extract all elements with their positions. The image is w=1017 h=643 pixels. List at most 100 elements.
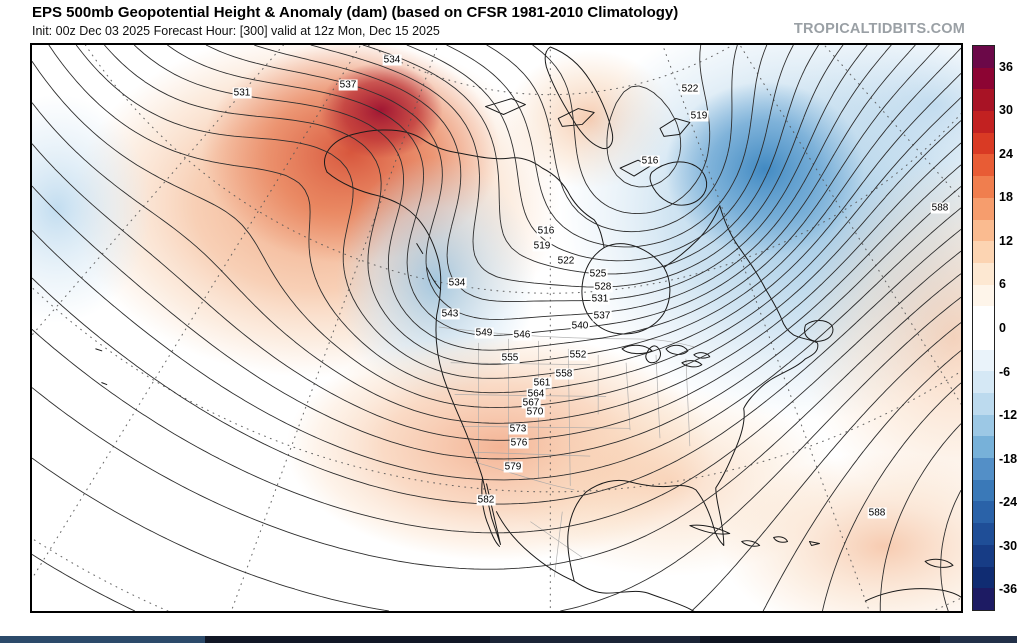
colorbar-segment-0	[973, 46, 994, 68]
colorbar-tick-18: 18	[999, 190, 1013, 205]
contour-label-573: 573	[508, 423, 528, 435]
init-forecast-valid-line: Init: 00z Dec 03 2025 Forecast Hour: [30…	[32, 24, 440, 38]
contour-label-537: 537	[338, 79, 358, 91]
contour-label-558: 558	[554, 368, 574, 380]
colorbar-tick--18: -18	[999, 451, 1017, 466]
contour-561	[32, 102, 961, 424]
colorbar-segment-24	[973, 566, 994, 589]
contour-label-531: 531	[232, 87, 252, 99]
contour-label-561: 561	[532, 377, 552, 389]
contour-573	[32, 228, 961, 505]
contour-516	[606, 85, 682, 188]
contour-570	[32, 207, 961, 481]
contour-588	[762, 350, 961, 611]
contour-591	[822, 382, 961, 611]
page-title: EPS 500mb Geopotential Height & Anomaly …	[32, 4, 679, 21]
colorbar-tick-0: 0	[999, 321, 1006, 335]
contour-label-588: 588	[867, 507, 887, 519]
contour-531	[362, 45, 819, 275]
contour-540	[205, 45, 892, 320]
contour-534	[310, 45, 844, 288]
contour-label-564: 564	[526, 388, 546, 400]
colorbar-segment-13	[973, 327, 994, 350]
bottom-bar-segment-2	[490, 636, 700, 643]
contour-label-525: 525	[588, 268, 608, 280]
colorbar-segment-20	[973, 479, 994, 502]
colorbar-tick-24: 24	[999, 146, 1013, 161]
colorbar-segment-8	[973, 219, 994, 242]
contour-label-588: 588	[930, 202, 950, 214]
colorbar-segment-3	[973, 111, 994, 133]
contour-525	[446, 45, 768, 248]
graticule-layer	[32, 45, 961, 611]
colorbar-segment-16	[973, 393, 994, 415]
contour-597	[940, 489, 961, 611]
anomaly-pacific-left-cold	[32, 94, 152, 324]
colorbar-tick--12: -12	[999, 408, 1017, 423]
contour-567	[32, 185, 961, 460]
contour-594	[879, 423, 961, 611]
colorbar-segment-17	[973, 414, 994, 437]
colorbar-segment-18	[973, 436, 994, 459]
map-frame: 534 537 531 522 519 516 588 516 519 522 525 528 531 5…	[30, 43, 963, 613]
colorbar-segment-25	[973, 588, 994, 610]
contour-label-543: 543	[440, 308, 460, 320]
contour-label-582: 582	[476, 494, 496, 506]
contour-549	[104, 45, 961, 365]
contour-label-567: 567	[521, 397, 541, 409]
colorbar-segment-6	[973, 176, 994, 198]
contour-579	[32, 273, 961, 570]
contour-label-522: 522	[556, 255, 576, 267]
colorbar-segment-5	[973, 154, 994, 177]
contour-label-519: 519	[532, 240, 552, 252]
colorbar-tick-12: 12	[999, 233, 1013, 248]
contour-label-516: 516	[536, 225, 556, 237]
colorbar-segment-4	[973, 132, 994, 155]
contour-555	[48, 45, 961, 394]
colorbar	[972, 45, 995, 611]
colorbar-tick-30: 30	[999, 103, 1013, 118]
contour-546	[133, 45, 940, 351]
colorbar-ticks: 36 30 24 18 12 6 0 -6 -12 -18 -24 -30 -36	[999, 45, 1017, 611]
colorbar-segment-1	[973, 67, 994, 90]
colorbar-segment-10	[973, 262, 994, 285]
map-svg	[32, 45, 961, 611]
bottom-bar-segment-4	[940, 636, 1017, 643]
colorbar-segment-11	[973, 284, 994, 307]
bottom-bar-segment-1	[205, 636, 490, 643]
colorbar-segment-12	[973, 306, 994, 328]
colorbar-segment-2	[973, 89, 994, 112]
colorbar-segment-7	[973, 197, 994, 220]
contour-label-528: 528	[593, 281, 613, 293]
bottom-bar-segment-3	[700, 636, 940, 643]
colorbar-segment-23	[973, 544, 994, 567]
contour-519	[532, 45, 711, 215]
height-contour-layer	[32, 45, 961, 611]
colorbar-segment-9	[973, 241, 994, 263]
contour-label-522: 522	[680, 83, 700, 95]
colorbar-tick--36: -36	[999, 582, 1017, 597]
contour-564	[32, 143, 961, 441]
contour-576	[32, 250, 961, 534]
contour-label-537: 537	[592, 310, 612, 322]
contour-label-576: 576	[509, 437, 529, 449]
contour-582	[32, 296, 961, 611]
contour-label-570: 570	[525, 406, 545, 418]
contour-label-516: 516	[640, 155, 660, 167]
contour-585	[32, 322, 961, 611]
bottom-bar[interactable]	[0, 636, 1017, 643]
anomaly-alaska-ridge-warm-core	[319, 62, 443, 159]
colorbar-tick--6: -6	[999, 364, 1011, 379]
colorbar-tick--24: -24	[999, 495, 1017, 510]
contour-558	[32, 61, 961, 408]
contour-label-519: 519	[689, 110, 709, 122]
contour-label-540: 540	[570, 320, 590, 332]
contour-label-579: 579	[503, 461, 523, 473]
contour-label-555: 555	[500, 352, 520, 364]
contour-label-552: 552	[568, 349, 588, 361]
contour-label-546: 546	[512, 329, 532, 341]
contour-label-531: 531	[590, 293, 610, 305]
bottom-bar-segment-0	[0, 636, 205, 643]
contour-label-534: 534	[447, 277, 467, 289]
colorbar-tick-36: 36	[999, 59, 1013, 74]
